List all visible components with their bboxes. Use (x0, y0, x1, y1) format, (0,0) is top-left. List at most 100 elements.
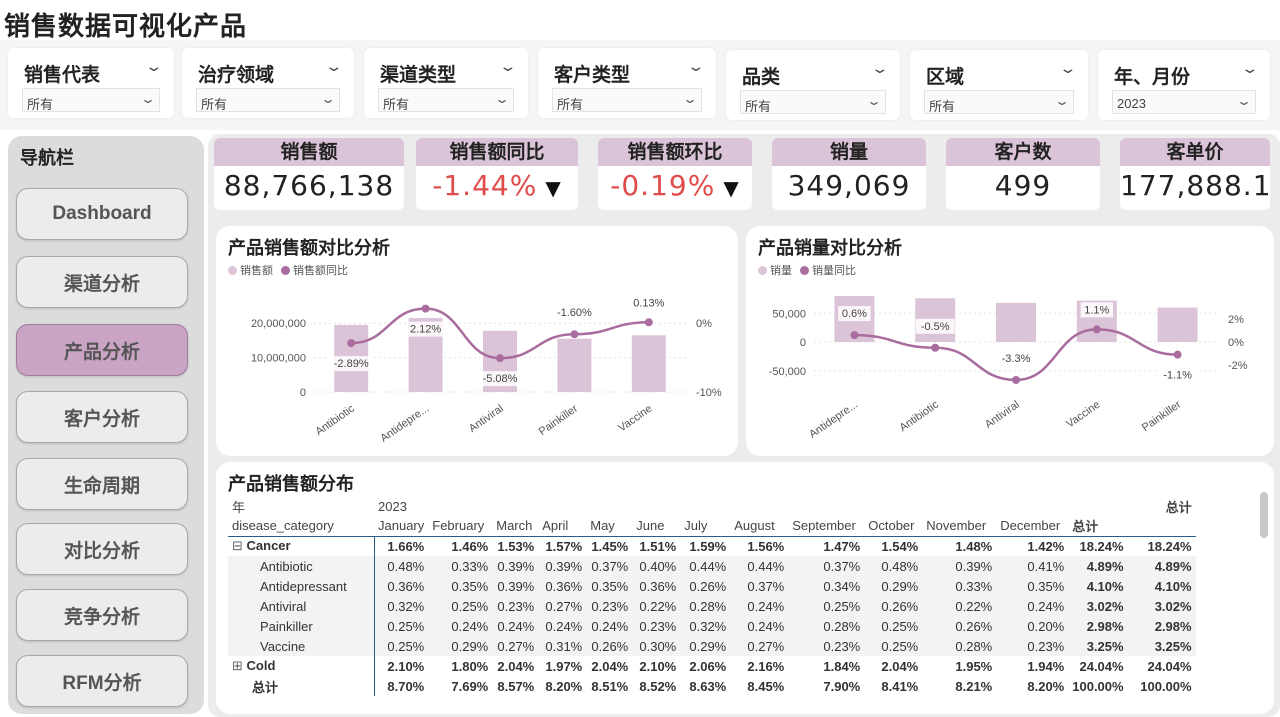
slicer-sales-rep[interactable]: 销售代表 ⌄ 所有 ⌄ (8, 48, 174, 118)
slicer-region[interactable]: 区域 ⌄ 所有 ⌄ (910, 50, 1088, 120)
chevron-down-icon[interactable]: ⌄ (1058, 60, 1078, 76)
y2-tick-label: 0% (696, 318, 712, 330)
slicer-value: 所有 (201, 97, 228, 112)
slicer-dropdown[interactable]: 所有 ⌄ (740, 90, 886, 114)
slicer-channel-type[interactable]: 渠道类型 ⌄ 所有 ⌄ (364, 48, 528, 118)
kpi-number: -1.44% (432, 169, 538, 202)
column-header[interactable] (1128, 516, 1196, 536)
y-tick-label: 0 (800, 337, 806, 349)
slicer-dropdown[interactable]: 所有 ⌄ (378, 88, 514, 112)
chart-legend: 销售额 销售额同比 (228, 262, 348, 278)
chevron-down-icon: ⌄ (1235, 94, 1253, 108)
row-header: disease_category (232, 518, 334, 534)
table-cell: 0.37% (747, 578, 785, 594)
table-cell: 0.44% (747, 558, 785, 574)
legend-item[interactable]: 销售额 (228, 262, 273, 278)
kpi-number: 88,766,138 (223, 169, 395, 202)
table-cell: 4.89% (1086, 558, 1124, 574)
legend-item[interactable]: 销量同比 (800, 262, 856, 278)
collapse-icon[interactable]: ⊟ (232, 538, 247, 554)
chevron-down-icon[interactable]: ⌄ (144, 58, 164, 74)
vertical-scrollbar[interactable] (1260, 492, 1268, 538)
table-cell: 7.90% (823, 678, 861, 694)
table-cell: 0.23% (823, 638, 861, 654)
column-header[interactable]: September (792, 518, 856, 534)
chevron-down-icon[interactable]: ⌄ (498, 58, 518, 74)
slicer-dropdown[interactable]: 所有 ⌄ (196, 88, 340, 112)
table-cell: 0.24% (747, 598, 785, 614)
kpi-sales: 销售额 88,766,138 (214, 138, 404, 210)
kpi-label: 销售额环比 (598, 138, 752, 166)
column-header[interactable]: December (1000, 518, 1061, 534)
x-tick-label: Antibiotic (313, 402, 357, 438)
table-cell: 0.44% (689, 558, 727, 574)
legend-dot (281, 265, 290, 275)
nav-product-button[interactable]: 产品分析 (16, 324, 188, 376)
table-cell: 0.32% (689, 618, 727, 634)
data-label-bg (996, 350, 1036, 366)
bar (631, 335, 666, 392)
column-header[interactable]: February (432, 518, 485, 534)
nav-customer-button[interactable]: 客户分析 (16, 391, 188, 443)
nav-lifecycle-button[interactable]: 生命周期 (16, 458, 188, 510)
kpi-value: 499 (946, 166, 1100, 206)
table-cell: 0.36% (639, 578, 677, 594)
column-header[interactable]: March (496, 518, 533, 534)
column-header[interactable]: October (868, 518, 915, 534)
table-cell: 2.04% (497, 658, 535, 674)
slicer-therapy-area[interactable]: 治疗领域 ⌄ 所有 ⌄ (182, 48, 354, 118)
column-header[interactable]: August (734, 518, 775, 534)
chevron-down-icon[interactable]: ⌄ (324, 58, 344, 74)
slicer-customer-type[interactable]: 客户类型 ⌄ 所有 ⌄ (538, 48, 716, 118)
table-cell: 8.45% (747, 678, 785, 694)
table-cell: 1.42% (996, 535, 1069, 556)
table-cell: 1.56% (730, 535, 789, 556)
nav-rfm-button[interactable]: RFM分析 (16, 655, 188, 707)
line-point (644, 318, 653, 327)
legend-item[interactable]: 销量 (758, 262, 792, 278)
nav-dashboard-button[interactable]: Dashboard (16, 188, 188, 240)
column-header[interactable]: 总计 (1072, 519, 1099, 535)
column-header[interactable]: November (926, 518, 987, 534)
chevron-down-icon[interactable]: ⌄ (870, 60, 890, 76)
column-header[interactable]: May (590, 518, 615, 534)
legend-item[interactable]: 销售额同比 (281, 262, 348, 278)
row-label[interactable]: ⊞ Cold (232, 658, 276, 673)
slicer-dropdown[interactable]: 所有 ⌄ (552, 88, 702, 112)
slicer-year-month[interactable]: 年、月份 ⌄ 2023 ⌄ (1098, 50, 1270, 120)
column-header[interactable]: April (542, 518, 569, 534)
data-label: 0.6% (842, 308, 867, 320)
nav-competition-button[interactable]: 竞争分析 (16, 589, 188, 641)
nav-channel-button[interactable]: 渠道分析 (16, 256, 188, 308)
legend-label: 销量 (770, 265, 792, 277)
table-cell: 0.33% (451, 558, 489, 574)
kpi-number: 177,888.1 (1120, 169, 1270, 202)
table-cell: 24.04% (1147, 658, 1192, 674)
slicer-dropdown[interactable]: 所有 ⌄ (22, 88, 160, 112)
table-cell: 0.24% (1027, 598, 1065, 614)
table-cell: 1.48% (922, 535, 997, 556)
table-cell: 1.95% (955, 658, 993, 674)
data-label: -1.60% (557, 307, 592, 319)
table-cell: 0.37% (591, 558, 629, 574)
row-label[interactable]: ⊟ Cancer (228, 535, 374, 556)
expand-icon[interactable]: ⊞ (232, 658, 247, 673)
chevron-down-icon[interactable]: ⌄ (686, 58, 706, 74)
chevron-down-icon[interactable]: ⌄ (1240, 60, 1260, 76)
table-cell: 0.23% (591, 598, 629, 614)
slicer-category[interactable]: 品类 ⌄ 所有 ⌄ (726, 50, 900, 120)
column-header[interactable]: July (684, 518, 708, 534)
table-cell: 0.29% (689, 638, 727, 654)
column-header[interactable]: January (378, 518, 425, 534)
row-label: Antibiotic (260, 558, 313, 574)
table-cell: 0.24% (591, 618, 629, 634)
column-header[interactable]: June (636, 518, 665, 534)
data-label: 1.1% (1084, 304, 1109, 316)
x-tick-label: Painkiller (1140, 398, 1184, 434)
y2-tick-label: -2% (1228, 360, 1248, 372)
slicer-dropdown[interactable]: 所有 ⌄ (924, 90, 1074, 114)
nav-comparison-button[interactable]: 对比分析 (16, 523, 188, 575)
y-tick-label: 10,000,000 (251, 353, 306, 365)
table-cell: 2.04% (881, 658, 919, 674)
slicer-dropdown[interactable]: 2023 ⌄ (1112, 90, 1256, 114)
